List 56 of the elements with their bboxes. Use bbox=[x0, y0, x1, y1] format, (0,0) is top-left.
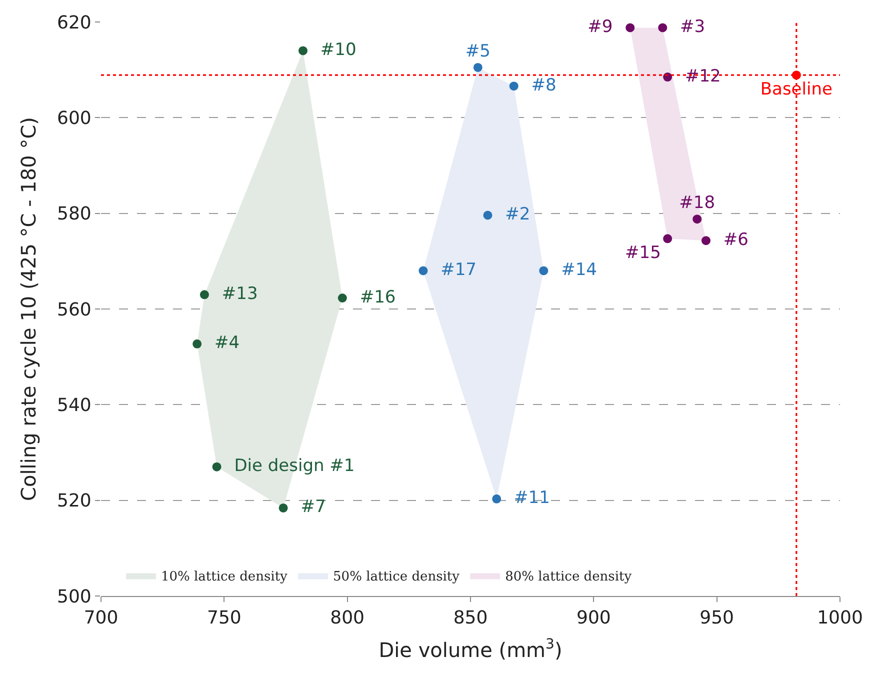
point bbox=[539, 266, 548, 276]
x-tick-label: 750 bbox=[206, 608, 242, 629]
series-label: #10 bbox=[310, 40, 356, 60]
point bbox=[626, 23, 635, 32]
y-axis-title: Colling rate cycle 10 (425 °C - 180 °C) bbox=[16, 117, 41, 501]
series-label: #14 bbox=[550, 260, 597, 280]
y-tick-label: 560 bbox=[57, 299, 92, 320]
series-label: #18 bbox=[679, 193, 716, 214]
series-label: Die design #1 bbox=[223, 456, 355, 476]
point bbox=[692, 214, 702, 224]
series-label: #7 bbox=[290, 497, 326, 518]
legend-label: 50% lattice density bbox=[333, 569, 460, 584]
point bbox=[338, 294, 347, 302]
point bbox=[509, 82, 518, 91]
x-tick-label: 950 bbox=[700, 608, 734, 629]
point bbox=[278, 503, 288, 512]
point bbox=[658, 23, 668, 32]
x-tick-label: 900 bbox=[576, 608, 611, 629]
x-tick-label: 850 bbox=[453, 608, 488, 629]
series-label: #8 bbox=[520, 75, 556, 96]
point bbox=[663, 72, 672, 82]
point bbox=[192, 339, 202, 348]
series-label: #9 bbox=[588, 16, 624, 37]
point bbox=[418, 266, 428, 276]
x-tick-label: 800 bbox=[330, 608, 365, 629]
point bbox=[663, 234, 672, 244]
point bbox=[473, 62, 482, 72]
series-label: #17 bbox=[430, 260, 477, 280]
series-label: #4 bbox=[204, 333, 240, 354]
point bbox=[200, 290, 209, 300]
series-label: #5 bbox=[465, 42, 490, 62]
point bbox=[483, 210, 492, 220]
series-label: #12 bbox=[674, 66, 721, 86]
legend-label: 80% lattice density bbox=[505, 569, 632, 584]
series-label: #15 bbox=[625, 243, 661, 264]
y-tick-label: 500 bbox=[57, 586, 92, 608]
series-label: Baseline bbox=[760, 79, 832, 100]
point bbox=[701, 236, 710, 246]
y-tick-label: 620 bbox=[57, 12, 92, 34]
series-label: #3 bbox=[669, 16, 706, 37]
series-label: #6 bbox=[712, 230, 748, 250]
point bbox=[298, 46, 308, 56]
x-tick-label: 1000 bbox=[817, 608, 863, 629]
series-label: #16 bbox=[349, 287, 396, 308]
y-tick-label: 600 bbox=[57, 108, 92, 129]
series-label: #11 bbox=[503, 488, 550, 508]
point bbox=[492, 494, 502, 504]
y-tick-label: 520 bbox=[57, 490, 92, 512]
series-label: #2 bbox=[494, 204, 530, 224]
y-tick-label: 580 bbox=[57, 204, 92, 225]
x-tick-label: 700 bbox=[84, 608, 118, 629]
x-axis-title: Die volume (mm$^{3}$) bbox=[378, 636, 562, 662]
point bbox=[212, 462, 222, 472]
series-label: #13 bbox=[211, 284, 258, 304]
legend-label: 10% lattice density bbox=[160, 569, 288, 584]
y-tick-label: 540 bbox=[57, 394, 92, 416]
